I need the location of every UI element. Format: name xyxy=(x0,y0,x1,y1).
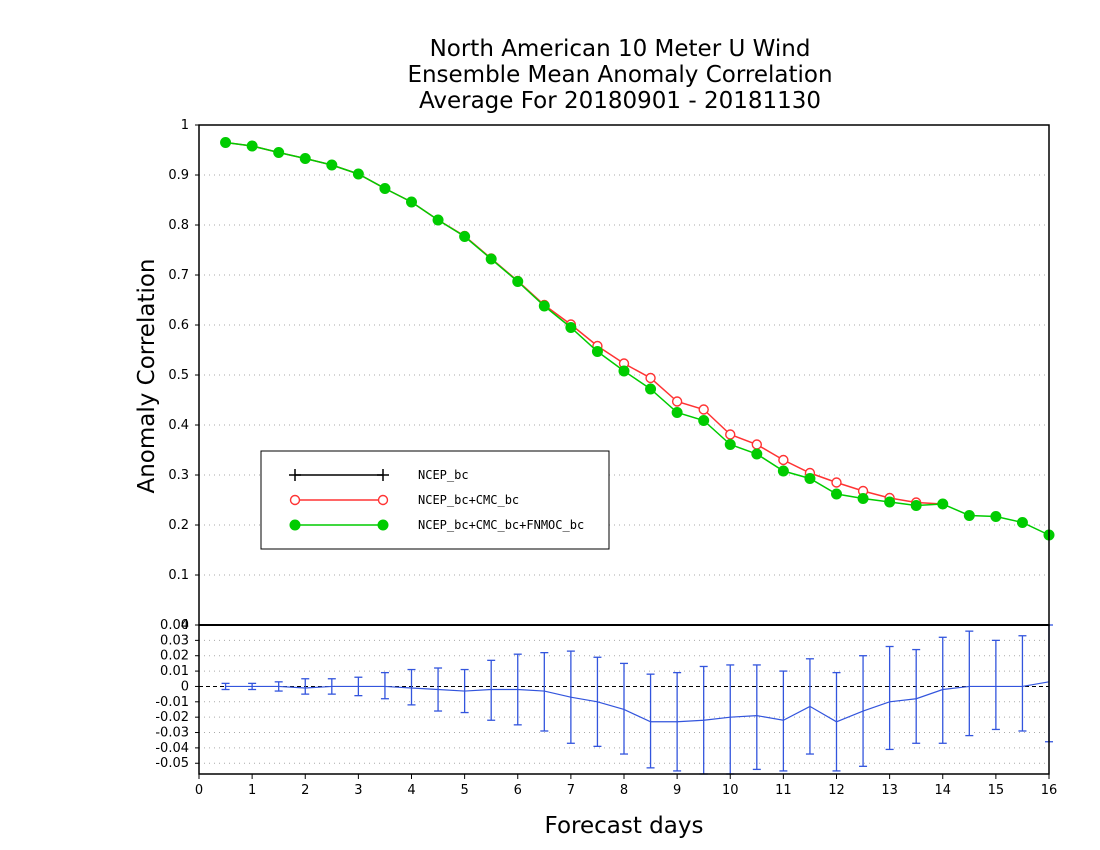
y-tick-label: 0.6 xyxy=(168,318,189,333)
y-tick-label: 1 xyxy=(181,118,189,133)
x-tick-label: 2 xyxy=(301,783,309,798)
x-tick-label: 14 xyxy=(934,783,951,798)
series-point-2 xyxy=(326,159,338,171)
legend-label-1: NCEP_bc+CMC_bc xyxy=(418,493,519,507)
x-tick-label: 12 xyxy=(828,783,845,798)
y-axis-label: Anomaly Correlation xyxy=(134,258,160,493)
chart-title-line-3: Average For 20180901 - 20181130 xyxy=(418,88,822,114)
x-tick-label: 5 xyxy=(460,783,468,798)
diff-y-tick-label: -0.01 xyxy=(155,695,189,710)
series-point-2 xyxy=(645,383,657,395)
x-tick-label: 9 xyxy=(673,783,681,798)
series-point-2 xyxy=(671,407,683,418)
y-tick-label: 0.3 xyxy=(168,468,189,483)
legend-label-0: NCEP_bc xyxy=(418,468,469,482)
series-point-2 xyxy=(591,346,603,357)
x-tick-label: 4 xyxy=(407,783,415,798)
x-tick-label: 10 xyxy=(722,783,739,798)
x-tick-label: 15 xyxy=(988,783,1005,798)
series-point-1 xyxy=(778,454,789,466)
x-tick-label: 13 xyxy=(881,783,898,798)
series-point-2 xyxy=(618,365,630,377)
legend-marker-1 xyxy=(377,494,389,506)
series-point-2 xyxy=(273,147,285,158)
legend: NCEP_bc NCEP_bc+CMC_bc NCEP_bc+CMC_bc+FNMO… xyxy=(260,450,610,550)
series-point-2 xyxy=(963,510,975,521)
diff-y-tick-label: -0.04 xyxy=(155,741,189,756)
y-tick-label: 0.1 xyxy=(168,568,189,583)
diff-y-tick-label: 0.01 xyxy=(160,664,189,679)
series-point-2 xyxy=(804,473,816,484)
x-tick-label: 7 xyxy=(567,783,575,798)
series-point-2 xyxy=(910,500,922,511)
series-point-2 xyxy=(220,137,232,148)
series-point-2 xyxy=(459,231,471,242)
series-point-2 xyxy=(751,448,763,460)
series-point-1 xyxy=(725,429,736,440)
diff-y-tick-label: -0.05 xyxy=(155,756,189,771)
series-point-1 xyxy=(698,404,709,415)
series-point-2 xyxy=(352,168,364,180)
x-tick-label: 3 xyxy=(354,783,362,798)
series-point-2 xyxy=(485,253,497,265)
legend-label-2: NCEP_bc+CMC_bc+FNMOC_bc xyxy=(418,518,584,532)
series-point-2 xyxy=(538,300,550,312)
diff-series-group xyxy=(221,624,1053,775)
series-point-2 xyxy=(1016,517,1028,528)
series-point-1 xyxy=(831,477,842,488)
diff-y-tick-label: -0.03 xyxy=(155,726,189,741)
diff-line xyxy=(225,681,1050,723)
y-tick-label: 0.8 xyxy=(168,218,189,233)
series-line-1 xyxy=(225,141,943,505)
y-tick-label-zero: 0 xyxy=(181,618,189,633)
legend-marker-1 xyxy=(289,494,301,506)
y-tick-label: 0.9 xyxy=(168,168,189,183)
x-tick-label: 16 xyxy=(1041,783,1058,798)
series-point-2 xyxy=(937,498,949,510)
series-point-1 xyxy=(671,396,683,407)
diff-y-tick-label: 0 xyxy=(181,679,189,694)
series-point-2 xyxy=(246,140,258,152)
x-tick-label: 6 xyxy=(514,783,522,798)
series-point-2 xyxy=(406,196,417,208)
x-tick-label: 8 xyxy=(620,783,628,798)
x-tick-label: 0 xyxy=(195,783,203,798)
series-point-2 xyxy=(299,153,311,164)
series-point-1 xyxy=(751,439,763,450)
series-point-2 xyxy=(990,511,1002,522)
y-tick-label: 0.2 xyxy=(168,518,189,533)
series-point-2 xyxy=(724,439,736,450)
series-point-2 xyxy=(565,322,577,333)
y-tick-label: 0.5 xyxy=(168,368,189,383)
series-point-2 xyxy=(432,214,444,226)
y-tick-label: 0.7 xyxy=(168,268,189,283)
legend-marker-2 xyxy=(377,519,389,531)
x-tick-label: 1 xyxy=(248,783,256,798)
chart-title-line-1: North American 10 Meter U Wind xyxy=(429,36,811,62)
tick-labels: 0.10.20.30.40.50.60.70.80.9100.040.030.0… xyxy=(155,118,1057,798)
series-point-2 xyxy=(884,496,896,508)
y-tick-label: 0.4 xyxy=(168,418,189,433)
series-point-2 xyxy=(857,493,869,504)
series-point-2 xyxy=(831,488,842,500)
x-tick-label: 11 xyxy=(775,783,792,798)
chart-title-line-2: Ensemble Mean Anomaly Correlation xyxy=(407,62,833,88)
diff-y-tick-label: -0.02 xyxy=(155,710,189,725)
diff-y-tick-label: 0.02 xyxy=(160,649,189,664)
x-axis-label: Forecast days xyxy=(545,813,704,839)
legend-marker-2 xyxy=(289,519,301,531)
series-point-1 xyxy=(645,372,656,384)
series-point-2 xyxy=(379,183,391,194)
series-point-2 xyxy=(512,276,524,287)
diff-y-tick-label: 0.03 xyxy=(160,633,189,648)
diff-y-tick-label: 0.04 xyxy=(160,618,189,633)
series-point-2 xyxy=(698,415,710,426)
series-point-2 xyxy=(777,465,789,477)
main-series-group xyxy=(220,137,1055,541)
